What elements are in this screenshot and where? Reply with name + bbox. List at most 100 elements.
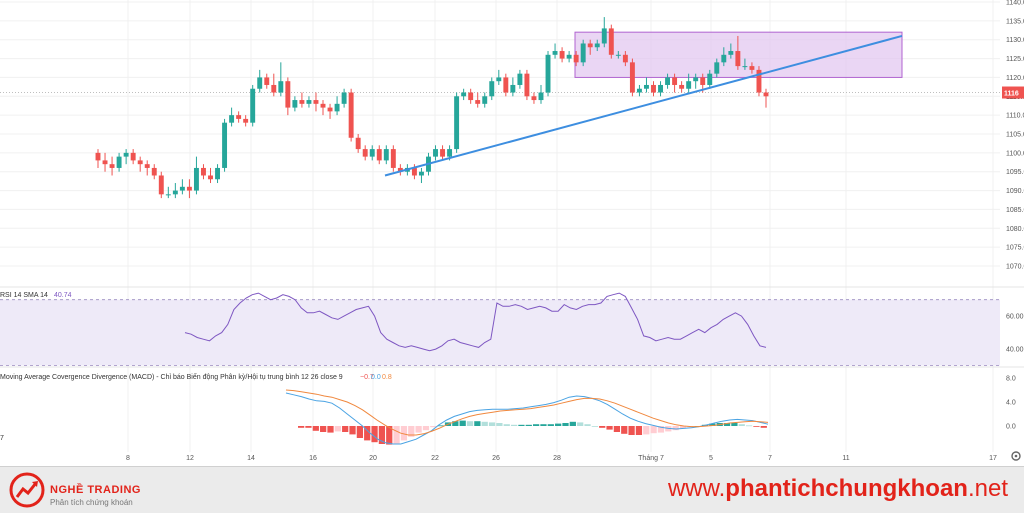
footer-banner: NGHỀ TRADING Phân tích chứng khoán www.p… [0,466,1024,513]
time-axis-label: Tháng 7 [638,455,664,462]
candle-body [545,54,551,93]
macd-signal-line [285,389,769,436]
candle-body [250,88,256,123]
macd-histogram-bar [577,422,584,426]
macd-histogram-bar [650,426,657,434]
candle-body [510,84,516,93]
macd-histogram-bar [459,420,466,426]
candle-body [672,77,678,85]
candle-body [411,167,417,176]
candle-body [390,149,396,168]
candle-body [700,77,706,85]
macd-histogram-bar [510,424,518,426]
candle-body [594,43,600,48]
candle-body [489,81,495,97]
time-axis-label: 17 [989,455,997,462]
brand-name: NGHỀ TRADING [50,484,141,496]
macd-histogram-bar [540,424,547,426]
trendline [384,34,903,177]
candle-body [222,122,228,168]
price-axis-tick: 1125.0 [1006,56,1024,63]
candle-body [644,84,649,89]
macd-axis-tick: 8.0 [1006,376,1016,383]
rsi-band [0,299,1000,366]
macd-histogram-bar [393,426,400,444]
price-chart[interactable]: 1070.0 1075.0 1080.0 1085.0 1090.0 1095.0 1100… [0,0,1024,466]
candle-body [165,194,171,196]
candle-body [193,167,199,191]
time-axis-label: 7 [768,455,772,462]
price-axis-tick: 1105.0 [1006,132,1024,139]
candle-body [679,84,685,89]
time-axis-label: 8 [126,455,130,462]
candle-body [475,100,481,104]
candle-body [763,92,769,97]
candle-body [285,81,291,108]
site-url-link[interactable]: www.phantichchungkhoan.net [668,475,1008,503]
candle-body [524,73,530,97]
macd-histogram-bar [731,423,738,426]
candle-body [629,62,635,93]
macd-histogram-bar [745,425,753,427]
candle-body [320,103,326,108]
macd-histogram-bar [621,426,628,434]
macd-histogram-bar [320,426,327,432]
last-price-label: 1116 [1004,91,1019,98]
time-axis-label: 20 [369,455,377,462]
candle-body [622,54,628,63]
macd-histogram-bar [679,426,687,429]
candle-body [215,167,220,180]
candle-body [468,92,474,101]
macd-histogram-bar [334,426,341,432]
candle-body [123,152,129,157]
macd-histogram-bar [437,425,444,427]
macd-histogram-bar [555,423,562,426]
candle-body [742,66,748,68]
time-axis-label: 14 [247,455,255,462]
candle-body [454,96,460,150]
candle-body [327,107,333,112]
macd-histogram-bar [569,421,576,426]
macd-histogram-bar [709,423,716,426]
candle-body [482,96,488,104]
candle-body [116,156,122,168]
candle-body [601,28,607,44]
macd-histogram-bar [613,426,621,432]
candle-body [714,62,720,74]
candle-body [686,81,692,89]
candle-body [538,92,544,101]
candle-body [580,43,586,63]
candle-body [271,84,277,93]
candle-body [158,175,164,195]
macd-histogram-bar [430,426,437,428]
candle-body [461,92,467,97]
candle-body [236,115,242,119]
macd-histogram-bar [635,426,643,435]
candle-body [278,81,284,93]
candle-body [95,152,101,161]
macd-histogram-bar [466,421,474,426]
macd-histogram-bar [422,426,430,431]
candle-body [447,149,453,157]
candle-body [587,43,593,48]
macd-histogram-bar [496,423,503,426]
macd-histogram-bar [606,426,613,430]
macd-histogram-bar [643,426,650,435]
last-price-tag [1002,86,1024,99]
candle-body [243,118,249,123]
macd-histogram-bar [305,426,312,428]
macd-pane: 0.0 4.0 8.0 Moving Average Covergence Diver… [0,372,1016,445]
settings-gear-icon[interactable] [1011,451,1021,461]
candle-body [418,171,424,176]
macd-macd-line [285,392,769,445]
macd-histogram-bar [533,424,540,426]
macd-histogram-bar [371,426,378,443]
macd-histogram-bar [672,426,679,431]
time-axis-label: 16 [309,455,317,462]
macd-histogram-bar [628,426,635,435]
macd-histogram-bar [657,426,665,433]
macd-histogram-bar [400,426,408,441]
macd-histogram-bar [415,426,422,433]
candle-body [299,100,305,104]
candle-body [306,100,312,104]
